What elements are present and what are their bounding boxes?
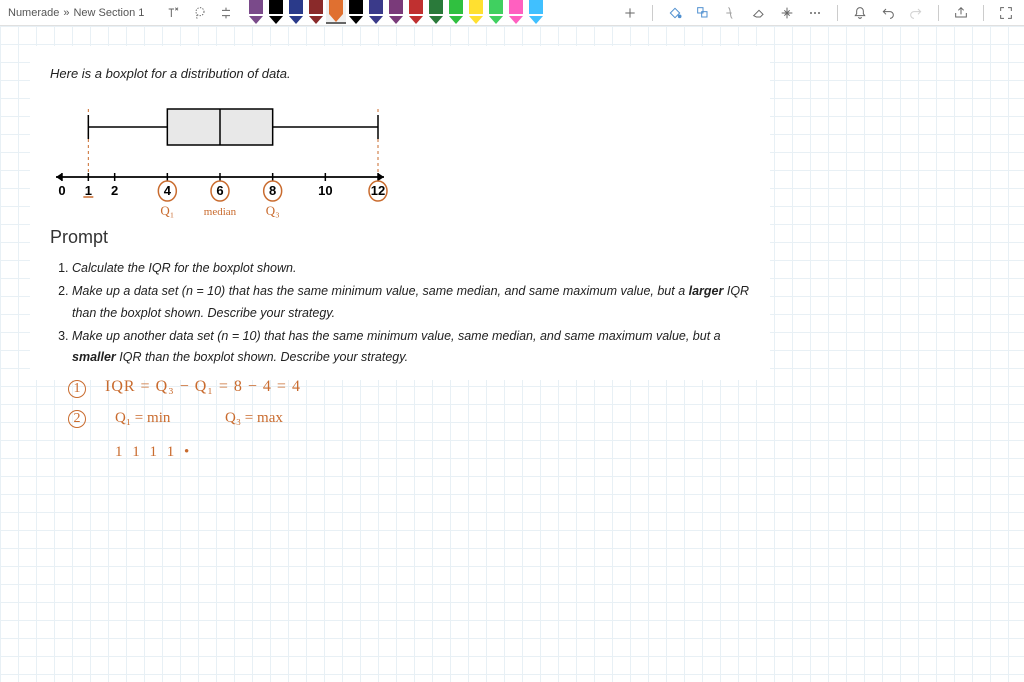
breadcrumb-site[interactable]: Numerade (8, 7, 59, 19)
breadcrumb-sep: » (63, 7, 69, 19)
content-card: Here is a boxplot for a distribution of … (30, 46, 770, 380)
pen-0[interactable] (246, 0, 266, 24)
pen-1[interactable] (266, 0, 286, 24)
text-tool-icon[interactable] (164, 3, 184, 23)
math-tool-icon[interactable] (216, 3, 236, 23)
grid-icon[interactable] (777, 3, 797, 23)
svg-text:Q₃: Q₃ (266, 203, 280, 218)
answer-1-text: IQR = Q₃ − Q₁ = 8 − 4 = 4 (105, 378, 301, 396)
svg-text:1: 1 (85, 183, 92, 198)
fullscreen-icon[interactable] (996, 3, 1016, 23)
pen-6[interactable] (366, 0, 386, 24)
intro-text: Here is a boxplot for a distribution of … (50, 66, 750, 81)
toolbar: Numerade » New Section 1 (0, 0, 1024, 26)
prompt-item-3: Make up another data set (n = 10) that h… (72, 326, 750, 369)
ticks-line: 1 1 1 1 • (115, 444, 192, 461)
answer-1-circle: 1 (68, 380, 86, 398)
more-icon[interactable] (805, 3, 825, 23)
divider (938, 5, 939, 21)
pen-5[interactable] (346, 0, 366, 24)
breadcrumb-section[interactable]: New Section 1 (73, 7, 144, 19)
pen-4[interactable] (326, 0, 346, 24)
svg-text:0: 0 (58, 183, 65, 198)
answer-2-a: Q₁ = min (115, 410, 170, 427)
divider (983, 5, 984, 21)
pen-12[interactable] (486, 0, 506, 24)
share-icon[interactable] (951, 3, 971, 23)
canvas[interactable]: Here is a boxplot for a distribution of … (0, 26, 1024, 682)
shapes-icon[interactable] (693, 3, 713, 23)
prompt-item-2: Make up a data set (n = 10) that has the… (72, 281, 750, 324)
pen-11[interactable] (466, 0, 486, 24)
bell-icon[interactable] (850, 3, 870, 23)
svg-text:12: 12 (371, 183, 385, 198)
boxplot: 0124681012Q₁medianQ₃ (50, 99, 390, 219)
answer-2-b: Q₃ = max (225, 410, 283, 427)
answer-2-circle: 2 (68, 410, 86, 428)
undo-icon[interactable] (878, 3, 898, 23)
breadcrumb: Numerade » New Section 1 (8, 7, 144, 19)
pen-14[interactable] (526, 0, 546, 24)
svg-text:8: 8 (269, 183, 276, 198)
prompt-heading: Prompt (50, 227, 750, 248)
pen-10[interactable] (446, 0, 466, 24)
svg-text:Q₁: Q₁ (160, 203, 174, 218)
pen-13[interactable] (506, 0, 526, 24)
svg-text:6: 6 (216, 183, 223, 198)
lasso-tool-icon[interactable] (190, 3, 210, 23)
divider (652, 5, 653, 21)
svg-text:10: 10 (318, 183, 332, 198)
toolbar-tools (164, 3, 236, 23)
add-icon[interactable] (620, 3, 640, 23)
svg-text:median: median (204, 206, 237, 218)
eraser-icon[interactable] (749, 3, 769, 23)
toolbar-right (620, 3, 1016, 23)
boxplot-svg: 0124681012Q₁medianQ₃ (50, 99, 390, 219)
pen-3[interactable] (306, 0, 326, 24)
prompt-item-1: Calculate the IQR for the boxplot shown. (72, 258, 750, 279)
pen-palette (246, 0, 546, 26)
prompt-list: Calculate the IQR for the boxplot shown.… (50, 258, 750, 368)
paint-bucket-icon[interactable] (665, 3, 685, 23)
pen-8[interactable] (406, 0, 426, 24)
pen-2[interactable] (286, 0, 306, 24)
pen-9[interactable] (426, 0, 446, 24)
divider (837, 5, 838, 21)
svg-text:2: 2 (111, 183, 118, 198)
function-icon[interactable] (721, 3, 741, 23)
redo-icon[interactable] (906, 3, 926, 23)
svg-text:4: 4 (164, 183, 172, 198)
pen-7[interactable] (386, 0, 406, 24)
